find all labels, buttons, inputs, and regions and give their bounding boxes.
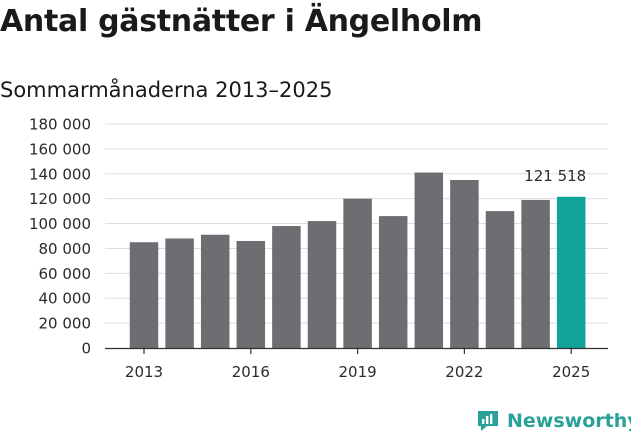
y-tick-label: 180 000 bbox=[29, 116, 91, 134]
chart-title: Antal gästnätter i Ängelholm bbox=[0, 4, 483, 39]
x-axis: 2013 2016 2019 2022 2025 bbox=[105, 347, 608, 381]
data-labels: 121 518 bbox=[524, 167, 586, 185]
y-axis: 0 20 000 40 000 60 000 80 000 100 000 120 000 1… bbox=[29, 116, 91, 358]
bar bbox=[521, 199, 550, 348]
bar bbox=[165, 238, 194, 348]
bar bbox=[485, 211, 515, 348]
bar bbox=[236, 240, 266, 348]
x-tick-label: 2019 bbox=[339, 363, 377, 381]
brand: Newsworthy bbox=[475, 408, 631, 434]
bars bbox=[129, 172, 586, 348]
bar bbox=[414, 172, 444, 348]
y-tick-label: 160 000 bbox=[29, 140, 91, 158]
newsworthy-logo-icon bbox=[478, 411, 498, 431]
x-tick-label: 2013 bbox=[125, 363, 163, 381]
brand-name: Newsworthy bbox=[507, 410, 631, 432]
y-tick-label: 100 000 bbox=[29, 215, 91, 233]
bar bbox=[129, 242, 159, 348]
bar bbox=[307, 221, 337, 348]
data-label: 121 518 bbox=[524, 167, 586, 185]
x-tick-label: 2016 bbox=[232, 363, 270, 381]
bar bbox=[272, 226, 301, 348]
y-tick-label: 20 000 bbox=[39, 315, 92, 333]
bar bbox=[200, 234, 230, 348]
x-tick-label: 2022 bbox=[445, 363, 483, 381]
chart-subtitle: Sommarmånaderna 2013–2025 bbox=[0, 78, 333, 102]
y-tick-label: 120 000 bbox=[29, 190, 91, 208]
bar bbox=[556, 196, 586, 348]
y-tick-label: 140 000 bbox=[29, 165, 91, 183]
bar bbox=[343, 198, 372, 348]
y-tick-label: 60 000 bbox=[39, 265, 92, 283]
y-tick-label: 80 000 bbox=[39, 240, 92, 258]
y-tick-label: 0 bbox=[81, 340, 91, 358]
y-tick-label: 40 000 bbox=[39, 290, 92, 308]
x-tick-label: 2025 bbox=[552, 363, 590, 381]
bar bbox=[450, 180, 479, 348]
bar bbox=[378, 216, 408, 348]
